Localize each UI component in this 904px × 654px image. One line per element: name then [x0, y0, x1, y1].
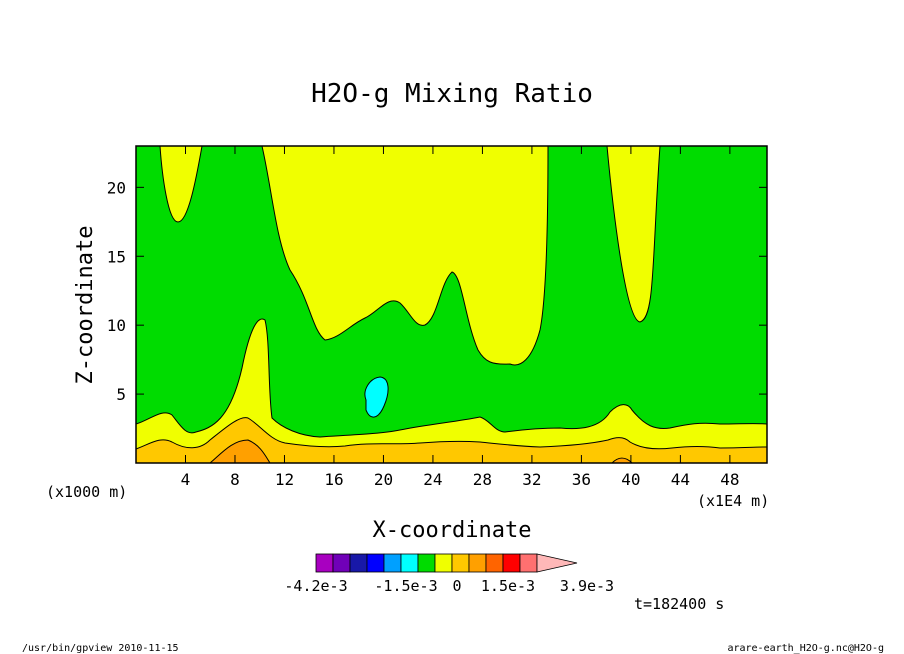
footer-right: arare-earth_H2O-g.nc@H2O-g — [727, 643, 884, 654]
yellow-region-upper — [261, 146, 549, 366]
y-tick-label: 20 — [107, 178, 126, 197]
x-tick-label: 8 — [230, 470, 240, 489]
y-axis-ticks: 5 10 15 20 — [107, 178, 767, 404]
x-tick-label: 44 — [671, 470, 690, 489]
colorbar-swatch — [468, 553, 487, 573]
colorbar-swatch — [417, 553, 436, 573]
footer-left: /usr/bin/gpview 2010-11-15 — [22, 643, 179, 654]
time-label: t=182400 s — [634, 595, 724, 613]
colorbar-swatch — [332, 553, 351, 573]
colorbar-swatch — [451, 553, 470, 573]
colorbar-swatch — [485, 553, 504, 573]
colorbar-arrow — [536, 553, 578, 573]
colorbar-label: 3.9e-3 — [560, 577, 614, 595]
y-axis-title: Z-coordinate — [73, 226, 98, 385]
x-axis-title: X-coordinate — [373, 518, 532, 543]
contour-plot — [135, 145, 768, 464]
cyan-region — [364, 376, 389, 418]
colorbar-label: 0 — [452, 577, 461, 595]
yellow-region-top-left — [159, 146, 203, 223]
y-tick-label: 5 — [116, 385, 126, 404]
y-tick-label: 15 — [107, 247, 126, 266]
colorbar — [315, 553, 578, 573]
yellow-region-lower — [136, 318, 767, 463]
x-tick-label: 24 — [423, 470, 442, 489]
x-tick-label: 4 — [181, 470, 191, 489]
x-tick-label: 32 — [522, 470, 541, 489]
colorbar-label: 1.5e-3 — [481, 577, 535, 595]
x-tick-label: 36 — [572, 470, 591, 489]
x-tick-label: 12 — [275, 470, 294, 489]
yellow-region-top-right — [606, 146, 661, 323]
x-tick-label: 40 — [621, 470, 640, 489]
x-axis-units: (x1E4 m) — [697, 492, 769, 510]
x-tick-label: 28 — [473, 470, 492, 489]
x-tick-label: 16 — [324, 470, 343, 489]
x-axis-ticks: 4 8 12 16 20 24 28 32 36 40 44 48 — [181, 146, 740, 489]
plot-frame — [135, 145, 768, 464]
colorbar-swatch — [366, 553, 385, 573]
colorbar-swatch — [434, 553, 453, 573]
colorbar-labels: -4.2e-3 -1.5e-3 0 1.5e-3 3.9e-3 — [284, 577, 614, 595]
colorbar-swatch — [502, 553, 521, 573]
colorbar-swatch — [400, 553, 419, 573]
x-tick-label: 48 — [720, 470, 739, 489]
colorbar-label: -1.5e-3 — [374, 577, 437, 595]
y-axis-units: (x1000 m) — [46, 483, 127, 501]
y-tick-label: 10 — [107, 316, 126, 335]
colorbar-label: -4.2e-3 — [284, 577, 347, 595]
x-tick-label: 20 — [374, 470, 393, 489]
gold-region-lower — [136, 417, 767, 463]
colorbar-swatch — [349, 553, 368, 573]
chart-title: H2O-g Mixing Ratio — [311, 79, 593, 109]
colorbar-swatch — [519, 553, 538, 573]
colorbar-swatch — [383, 553, 402, 573]
orange-region-lower — [209, 439, 271, 463]
colorbar-swatch — [315, 553, 334, 573]
